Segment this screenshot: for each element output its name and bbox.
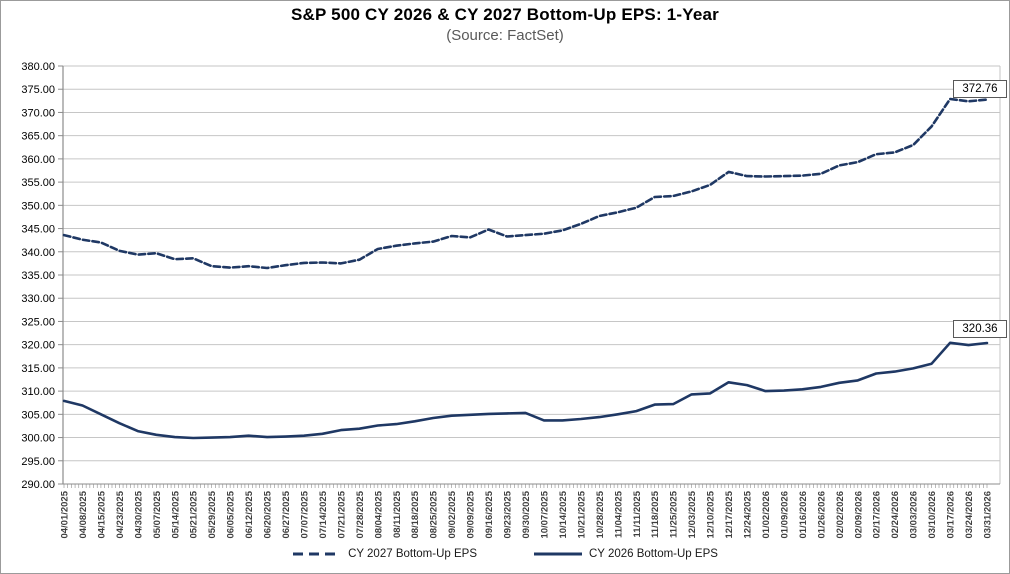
svg-text:12/17/2025: 12/17/2025 [724, 490, 735, 538]
svg-text:345.00: 345.00 [21, 224, 55, 236]
svg-text:09/02/2025: 09/02/2025 [447, 490, 458, 538]
solid-line-sample-icon [534, 552, 582, 556]
svg-text:11/04/2025: 11/04/2025 [613, 490, 624, 538]
svg-text:12/24/2025: 12/24/2025 [743, 490, 754, 538]
svg-text:06/12/2025: 06/12/2025 [244, 490, 255, 538]
svg-text:335.00: 335.00 [21, 270, 55, 282]
svg-text:375.00: 375.00 [21, 84, 55, 96]
svg-text:08/11/2025: 08/11/2025 [392, 490, 403, 538]
svg-text:02/09/2026: 02/09/2026 [853, 491, 864, 539]
svg-text:06/27/2025: 06/27/2025 [281, 490, 292, 538]
svg-text:03/10/2026: 03/10/2026 [927, 491, 938, 539]
legend-item-cy2027: CY 2027 Bottom-Up EPS [292, 548, 477, 560]
svg-text:290.00: 290.00 [21, 479, 55, 491]
svg-text:07/14/2025: 07/14/2025 [318, 490, 329, 538]
svg-text:11/18/2025: 11/18/2025 [650, 490, 661, 538]
svg-text:08/25/2025: 08/25/2025 [429, 490, 440, 538]
svg-text:09/30/2025: 09/30/2025 [521, 490, 532, 538]
svg-text:02/24/2026: 02/24/2026 [890, 491, 901, 539]
svg-text:11/25/2025: 11/25/2025 [669, 490, 680, 538]
svg-text:12/03/2025: 12/03/2025 [687, 490, 698, 538]
svg-text:01/02/2026: 01/02/2026 [761, 491, 772, 539]
svg-text:11/11/2025: 11/11/2025 [632, 490, 643, 537]
svg-text:06/20/2025: 06/20/2025 [263, 490, 274, 538]
svg-text:320.00: 320.00 [21, 340, 55, 352]
svg-text:340.00: 340.00 [21, 247, 55, 259]
svg-text:05/07/2025: 05/07/2025 [152, 490, 163, 538]
svg-text:09/23/2025: 09/23/2025 [503, 490, 514, 538]
svg-text:10/21/2025: 10/21/2025 [576, 490, 587, 538]
svg-text:06/05/2025: 06/05/2025 [226, 490, 237, 538]
end-value-label-cy2027: 372.76 [953, 80, 1007, 98]
svg-text:07/28/2025: 07/28/2025 [355, 490, 366, 538]
svg-text:355.00: 355.00 [21, 177, 55, 189]
svg-text:01/09/2026: 01/09/2026 [779, 491, 790, 539]
svg-text:01/26/2026: 01/26/2026 [816, 491, 827, 539]
chart-legend: CY 2027 Bottom-Up EPS CY 2026 Bottom-Up … [1, 548, 1009, 560]
svg-text:325.00: 325.00 [21, 316, 55, 328]
legend-item-cy2026: CY 2026 Bottom-Up EPS [533, 548, 718, 560]
svg-text:03/03/2026: 03/03/2026 [909, 491, 920, 539]
svg-text:08/18/2025: 08/18/2025 [410, 490, 421, 538]
svg-text:370.00: 370.00 [21, 107, 55, 119]
svg-text:12/10/2025: 12/10/2025 [706, 490, 717, 538]
svg-text:330.00: 330.00 [21, 293, 55, 305]
svg-text:05/21/2025: 05/21/2025 [189, 490, 200, 538]
svg-text:04/30/2025: 04/30/2025 [133, 490, 144, 538]
svg-text:04/08/2025: 04/08/2025 [78, 490, 89, 538]
svg-text:295.00: 295.00 [21, 456, 55, 468]
svg-text:03/31/2026: 03/31/2026 [983, 491, 994, 539]
svg-text:365.00: 365.00 [21, 131, 55, 143]
svg-text:380.00: 380.00 [21, 61, 55, 73]
svg-text:08/04/2025: 08/04/2025 [373, 490, 384, 538]
svg-text:02/02/2026: 02/02/2026 [835, 491, 846, 539]
svg-text:07/21/2025: 07/21/2025 [336, 490, 347, 538]
chart-subtitle: (Source: FactSet) [446, 27, 564, 44]
legend-label: CY 2026 Bottom-Up EPS [589, 548, 718, 560]
svg-text:03/24/2026: 03/24/2026 [964, 491, 975, 539]
dashed-line-sample-icon [293, 552, 342, 556]
chart-title: S&P 500 CY 2026 & CY 2027 Bottom-Up EPS:… [291, 5, 719, 24]
svg-text:350.00: 350.00 [21, 200, 55, 212]
svg-text:04/15/2025: 04/15/2025 [96, 490, 107, 538]
svg-text:05/14/2025: 05/14/2025 [170, 490, 181, 538]
svg-text:02/17/2026: 02/17/2026 [872, 491, 883, 539]
svg-text:305.00: 305.00 [21, 409, 55, 421]
svg-text:05/29/2025: 05/29/2025 [207, 490, 218, 538]
svg-text:04/23/2025: 04/23/2025 [115, 490, 126, 538]
legend-label: CY 2027 Bottom-Up EPS [348, 548, 477, 560]
svg-text:01/16/2026: 01/16/2026 [798, 491, 809, 539]
svg-text:315.00: 315.00 [21, 363, 55, 375]
svg-text:360.00: 360.00 [21, 154, 55, 166]
svg-text:09/09/2025: 09/09/2025 [466, 490, 477, 538]
svg-text:04/01/2025: 04/01/2025 [60, 490, 71, 538]
svg-text:10/28/2025: 10/28/2025 [595, 490, 606, 538]
svg-text:10/14/2025: 10/14/2025 [558, 490, 569, 538]
svg-text:03/17/2026: 03/17/2026 [946, 491, 957, 539]
svg-text:300.00: 300.00 [21, 433, 55, 445]
svg-text:09/16/2025: 09/16/2025 [484, 490, 495, 538]
svg-text:10/07/2025: 10/07/2025 [539, 490, 550, 538]
end-value-label-cy2026: 320.36 [953, 320, 1007, 338]
title-block: S&P 500 CY 2026 & CY 2027 Bottom-Up EPS:… [1, 5, 1009, 44]
svg-text:07/07/2025: 07/07/2025 [299, 490, 310, 538]
svg-text:310.00: 310.00 [21, 386, 55, 398]
